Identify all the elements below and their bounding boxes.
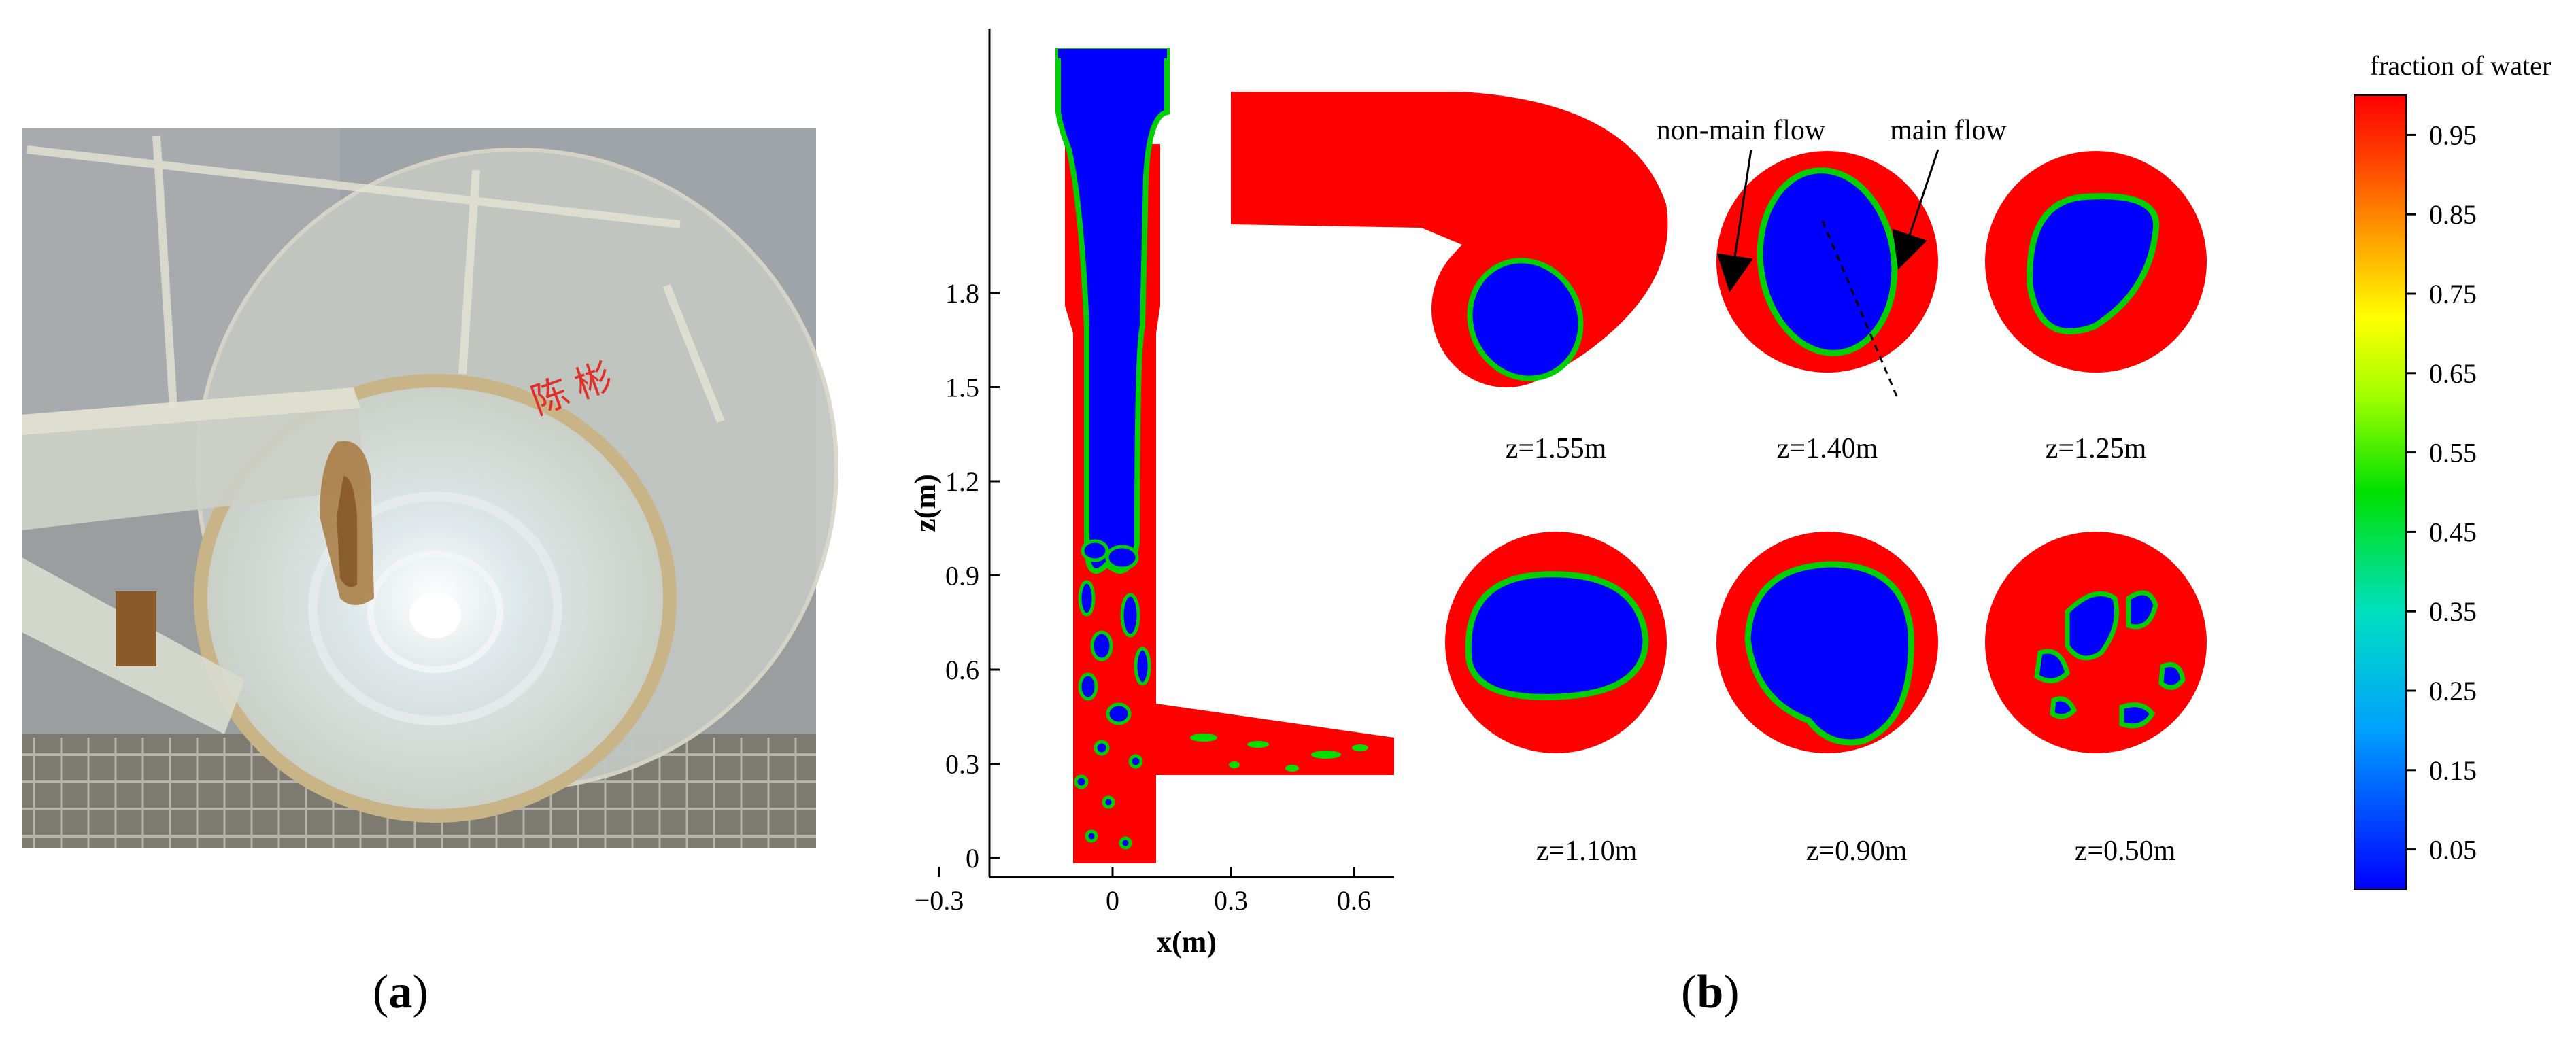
outlet-bubble — [1285, 765, 1299, 772]
main-flow-arrow — [1892, 149, 1939, 270]
bubble — [1081, 539, 1109, 562]
section-label-125: z=1.25m — [2046, 433, 2147, 464]
experiment-photo: 陈 彬 — [22, 128, 838, 848]
outlet-bubble — [1190, 734, 1217, 742]
y-tick-label: 0.9 — [945, 561, 979, 591]
section-label-140: z=1.40m — [1777, 433, 1878, 464]
colorbar-tick-label: 0.75 — [2429, 279, 2477, 309]
bubbles — [1074, 539, 1151, 850]
x-tick-label: 0 — [1106, 885, 1119, 916]
colorbar-tick-label: 0.35 — [2429, 596, 2477, 627]
bubble — [1074, 774, 1089, 789]
y-tick-label: 0.3 — [945, 749, 979, 780]
y-axis-label: z(m) — [909, 474, 942, 532]
cross-sections: z=1.55m z=1.40m z=1.25m z=1.10m z=0.90m … — [1445, 151, 2207, 867]
colorbar-tick-label: 0.05 — [2429, 835, 2477, 865]
shaft-water-region — [1065, 144, 1394, 863]
colorbar-tick-label: 0.55 — [2429, 438, 2477, 468]
side-contour-plot: 00.30.60.91.21.51.8 −0.3 0 0.3 0.6 x(m) z(m… — [909, 29, 1394, 959]
colorbar-tick-label: 0.95 — [2429, 120, 2477, 150]
x-tick-label: −0.3 — [915, 885, 964, 916]
main-flow-label: main flow — [1890, 115, 2007, 146]
bubble — [1085, 829, 1098, 843]
section-air-core — [2027, 193, 2160, 334]
colorbar-title: fraction of water — [2370, 50, 2552, 81]
bubble — [1106, 702, 1132, 725]
y-ticks: 0 0.3 0.6 0.9 1.2 1.5 1.8 — [945, 278, 1000, 874]
section-label-110: z=1.10m — [1536, 835, 1638, 867]
non-main-flow-label: non-main flow — [1657, 115, 1826, 146]
x-ticks: −0.3 0 0.3 0.6 — [915, 867, 1371, 916]
flow-divider-line — [1821, 220, 1899, 398]
x-axis-label: x(m) — [1157, 925, 1217, 959]
bubble — [1078, 580, 1096, 617]
x-tick-label: 0.6 — [1337, 885, 1371, 916]
x-tick-label: 0.3 — [1214, 885, 1248, 916]
panel-a-label: (a) — [373, 966, 428, 1018]
y-tick-label: 0 — [966, 843, 979, 874]
colorbar-tick-label: 0.85 — [2429, 199, 2477, 230]
outlet-bubble — [1247, 741, 1269, 748]
shaft-air-core — [1055, 48, 1170, 574]
outlet-bubble — [1229, 761, 1240, 768]
colorbar-tick-label: 0.45 — [2429, 517, 2477, 547]
section-air-patches — [2034, 590, 2186, 729]
outlet-bubble — [1311, 751, 1341, 759]
bubble — [1102, 795, 1115, 809]
y-tick-label: 1.8 — [945, 278, 979, 309]
outlet-bubble — [1352, 744, 1368, 751]
y-tick-label: 1.5 — [945, 373, 979, 403]
colorbar-tick-label: 0.25 — [2429, 676, 2477, 706]
section-label-050: z=0.50m — [2075, 835, 2176, 867]
section-air-core — [1465, 571, 1649, 700]
section-label-155: z=1.55m — [1506, 433, 1607, 464]
panel-b-label: (b) — [1681, 966, 1740, 1018]
y-tick-label: 0.6 — [945, 655, 979, 685]
bubble — [1119, 836, 1132, 850]
spiral-inlet — [1231, 92, 1668, 387]
colorbar: fraction of water 0.950.850.750.650.550.… — [2354, 50, 2552, 890]
colorbar-tick-label: 0.65 — [2429, 358, 2477, 389]
bubble — [1090, 630, 1113, 661]
bubble — [1094, 740, 1110, 756]
bubble — [1120, 593, 1140, 638]
section-label-090: z=0.90m — [1806, 835, 1908, 867]
bubble — [1105, 545, 1139, 570]
bubble — [1128, 754, 1143, 769]
section-air-core — [1744, 561, 1914, 746]
y-tick-label: 1.2 — [945, 466, 979, 497]
colorbar-ticks: 0.95 0.85 0.75 0.65 0.55 0.45 0.35 0.25 0.15 0.05 — [2406, 120, 2477, 865]
outlet-bubbles — [1190, 734, 1368, 772]
bubble — [1078, 672, 1098, 701]
bubble — [1134, 647, 1151, 686]
colorbar-tick-label: 0.15 — [2429, 755, 2477, 786]
flow-annotations: non-main flow main flow — [1657, 115, 2007, 398]
non-main-flow-arrow — [1716, 149, 1753, 292]
colorbar-ramp — [2354, 94, 2407, 890]
